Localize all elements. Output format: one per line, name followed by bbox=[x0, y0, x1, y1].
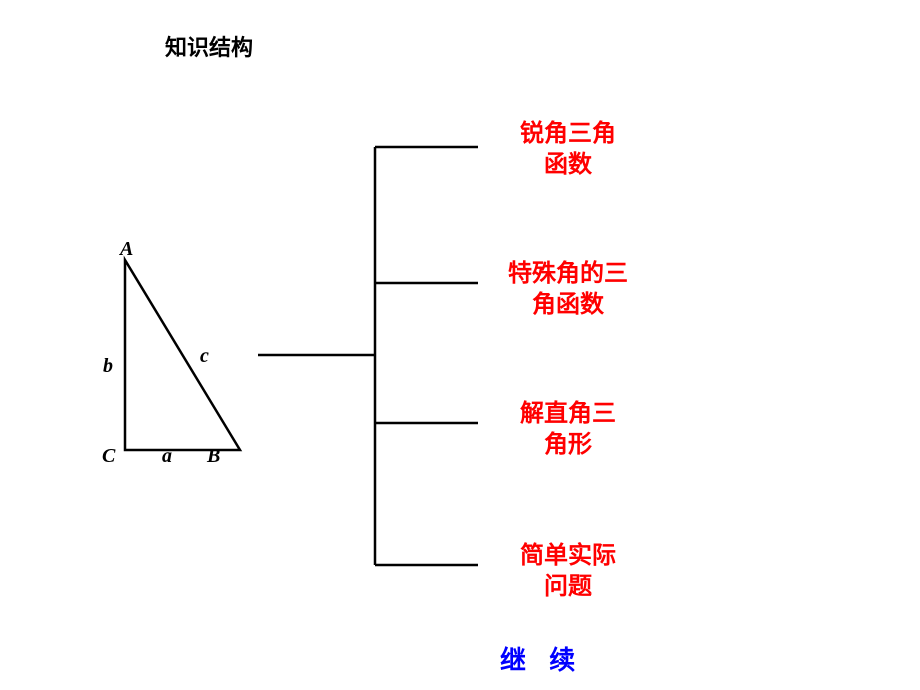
tree-diagram bbox=[0, 0, 920, 690]
branch-label-2: 解直角三角形 bbox=[520, 398, 616, 460]
branch-label-0: 锐角三角函数 bbox=[520, 118, 616, 180]
branch-label-1: 特殊角的三角函数 bbox=[508, 258, 628, 320]
continue-link[interactable]: 继 续 bbox=[500, 640, 583, 677]
branch-label-3: 简单实际问题 bbox=[520, 540, 616, 602]
